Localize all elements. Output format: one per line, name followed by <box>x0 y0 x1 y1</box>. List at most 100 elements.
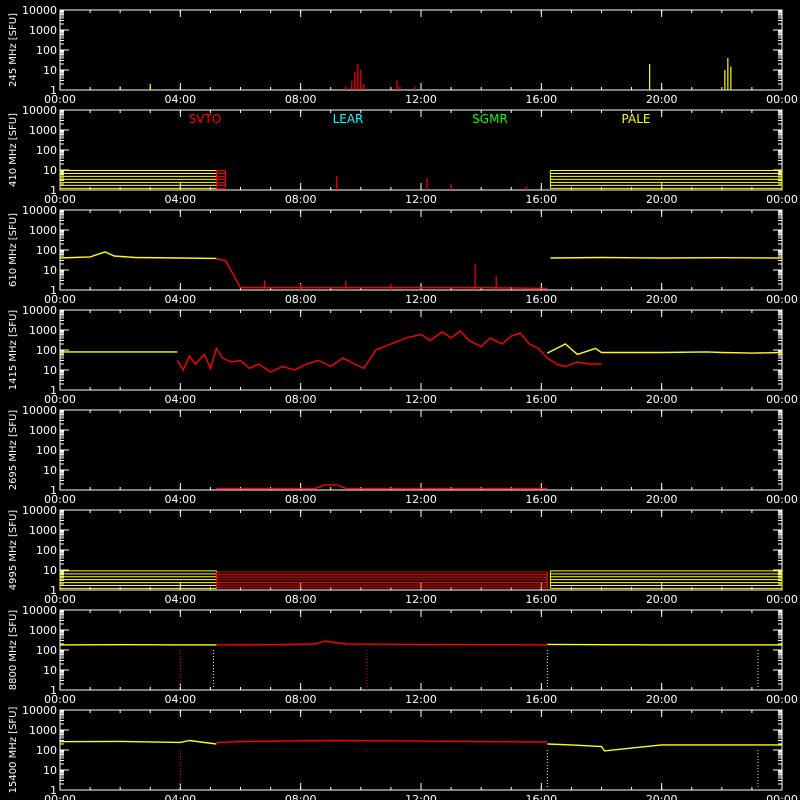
x-tick-label: 04:00 <box>164 293 196 306</box>
legend-lear: LEAR <box>333 112 364 126</box>
series-pale-line <box>546 343 783 356</box>
panel-frame <box>59 9 783 91</box>
y-tick-label: 10 <box>43 464 57 477</box>
series-pale-line <box>59 251 217 260</box>
x-tick-label: 16:00 <box>525 693 557 706</box>
x-tick-label: 12:00 <box>405 793 437 800</box>
series-pale-line <box>547 643 782 646</box>
x-tick-label: 04:00 <box>164 693 196 706</box>
y-axis-label: 8800 MHz [SFU] <box>8 610 19 691</box>
y-tick-label: 100 <box>36 444 57 457</box>
y-tick-label: 1000 <box>29 124 57 137</box>
x-tick-label: 20:00 <box>646 493 678 506</box>
y-tick-label: 1000 <box>29 324 57 337</box>
y-tick-label: 10 <box>43 164 57 177</box>
y-tick-label: 10 <box>43 664 57 677</box>
x-tick-label: 08:00 <box>285 693 317 706</box>
y-axis-label: 245 MHz [SFU] <box>8 13 19 87</box>
x-tick-label: 00:00 <box>766 293 798 306</box>
x-tick-label: 00:00 <box>766 693 798 706</box>
y-tick-label: 1 <box>50 484 57 497</box>
panel-frame <box>59 409 783 491</box>
y-axis-label: 410 MHz [SFU] <box>8 113 19 187</box>
y-tick-label: 1 <box>50 384 57 397</box>
y-tick-label: 10 <box>43 764 57 777</box>
panel-frame <box>59 209 783 291</box>
x-tick-label: 12:00 <box>405 293 437 306</box>
series-pale-line <box>550 256 783 259</box>
y-tick-label: 100 <box>36 744 57 757</box>
x-tick-label: 00:00 <box>766 793 798 800</box>
y-tick-label: 1 <box>50 784 57 797</box>
x-tick-label: 12:00 <box>405 493 437 506</box>
x-tick-label: 04:00 <box>164 393 196 406</box>
y-tick-label: 1000 <box>29 524 57 537</box>
x-tick-label: 08:00 <box>285 493 317 506</box>
panel-2: 1 10 100 1000 10000 00:00 04:00 08:00 12:00 16:00… <box>8 204 798 306</box>
panel-4: 1 10 100 1000 10000 00:00 04:00 08:00 12:00 16:00… <box>8 404 798 506</box>
x-tick-label: 12:00 <box>405 693 437 706</box>
y-tick-label: 10000 <box>22 304 57 317</box>
series-pale-band <box>59 570 217 589</box>
series-pale-line <box>59 739 217 745</box>
x-tick-label: 12:00 <box>405 193 437 206</box>
panel-3: 1 10 100 1000 10000 00:00 04:00 08:00 12:00 16:00… <box>8 304 798 406</box>
y-tick-label: 10000 <box>22 704 57 717</box>
x-tick-label: 16:00 <box>525 493 557 506</box>
x-tick-label: 00:00 <box>766 193 798 206</box>
y-tick-label: 1 <box>50 184 57 197</box>
legend-pale: PALE <box>622 112 651 126</box>
x-tick-label: 16:00 <box>525 93 557 106</box>
legend-sgmr: SGMR <box>472 112 508 126</box>
x-tick-label: 00:00 <box>44 693 76 706</box>
x-tick-label: 20:00 <box>646 393 678 406</box>
y-tick-label: 10 <box>43 264 57 277</box>
x-tick-label: 04:00 <box>164 193 196 206</box>
x-tick-label: 20:00 <box>646 793 678 800</box>
x-tick-label: 12:00 <box>405 93 437 106</box>
y-tick-label: 1000 <box>29 424 57 437</box>
y-tick-label: 100 <box>36 644 57 657</box>
x-tick-label: 00:00 <box>44 393 76 406</box>
y-axis-label: 610 MHz [SFU] <box>8 213 19 287</box>
y-tick-label: 10000 <box>22 104 57 117</box>
x-tick-label: 20:00 <box>646 193 678 206</box>
series-pale-band <box>549 169 783 189</box>
y-tick-label: 10000 <box>22 504 57 517</box>
series-svto-line <box>216 484 548 490</box>
x-tick-label: 08:00 <box>285 593 317 606</box>
y-tick-label: 1000 <box>29 624 57 637</box>
x-tick-label: 08:00 <box>285 93 317 106</box>
series-svto-line <box>176 329 602 373</box>
panel-1: 1 10 100 1000 10000 00:00 04:00 08:00 12:00 16:00… <box>8 104 798 206</box>
y-tick-label: 10 <box>43 564 57 577</box>
y-tick-label: 1000 <box>29 24 57 37</box>
series-svto-band <box>215 571 548 589</box>
x-tick-label: 00:00 <box>766 593 798 606</box>
x-tick-label: 08:00 <box>285 393 317 406</box>
x-tick-label: 16:00 <box>525 593 557 606</box>
x-tick-label: 00:00 <box>766 493 798 506</box>
x-tick-label: 00:00 <box>766 393 798 406</box>
series-pale-band <box>549 570 783 589</box>
y-tick-label: 100 <box>36 44 57 57</box>
x-tick-label: 20:00 <box>646 93 678 106</box>
panel-7: 1 10 100 1000 10000 00:00 04:00 08:00 12:00 16:00… <box>8 704 798 800</box>
panel-frame <box>59 709 783 791</box>
y-tick-label: 1 <box>50 684 57 697</box>
y-tick-label: 1 <box>50 284 57 297</box>
y-tick-label: 1000 <box>29 224 57 237</box>
x-tick-label: 08:00 <box>285 793 317 800</box>
y-axis-label: 4995 MHz [SFU] <box>8 510 19 591</box>
panel-5: 1 10 100 1000 10000 00:00 04:00 08:00 12:00 16:00… <box>8 504 798 606</box>
x-tick-label: 00:00 <box>44 93 76 106</box>
x-tick-label: 00:00 <box>766 93 798 106</box>
x-tick-label: 20:00 <box>646 693 678 706</box>
y-tick-label: 10000 <box>22 404 57 417</box>
x-tick-label: 00:00 <box>44 193 76 206</box>
panel-0: 1 10 100 1000 10000 00:00 04:00 08:00 12:00 16:00… <box>8 4 798 106</box>
x-tick-label: 20:00 <box>646 593 678 606</box>
x-tick-label: 16:00 <box>525 793 557 800</box>
x-tick-label: 00:00 <box>44 493 76 506</box>
